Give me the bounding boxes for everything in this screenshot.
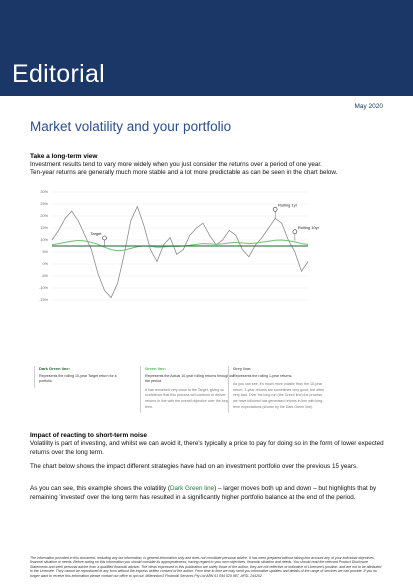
section-heading: Take a long-term view (30, 153, 98, 160)
header-band (0, 0, 413, 96)
date: May 2020 (354, 103, 383, 110)
legend-text: Represents the Actual 10-year rolling re… (145, 373, 235, 384)
text: ) – larger moves both up and down – but … (30, 485, 377, 501)
chart: 30% 25% 20% 15% 10% 5% 0% -5% -10% -15% Target Roll… (39, 190, 320, 302)
legend-box: Green line: Represents the Actual 10-yea… (140, 366, 237, 414)
brand: Editorial (12, 60, 106, 88)
line-series (51, 239, 309, 252)
legend-title: Grey line: (233, 366, 252, 371)
paragraph: Investment results tend to vary more wid… (30, 161, 322, 168)
y-tick-label: -15% (39, 298, 48, 302)
pin (292, 229, 298, 235)
highlight: Dark Green line (170, 485, 215, 492)
paragraph: As you can see, this example shows the v… (30, 484, 385, 502)
legend-box: Dark Green line: Represents the rolling … (34, 366, 131, 388)
y-tick-label: 5% (43, 250, 49, 254)
text: As you can see, this example shows the v… (30, 485, 170, 492)
paragraph: Ten-year returns are generally much more… (30, 169, 338, 176)
legend-text: Represents the rolling 10-year Target re… (39, 373, 117, 384)
section-heading: Impact of reacting to short-term noise (30, 432, 148, 439)
annotation: Rolling 10yr (298, 225, 320, 230)
page-title: Market volatility and your portfolio (30, 119, 232, 134)
legend-text: It has remained very close to the Target… (145, 387, 229, 409)
y-tick-label: 25% (40, 202, 48, 206)
paragraph: Volatility is part of investing, and whi… (30, 440, 384, 456)
y-tick-label: -10% (39, 286, 48, 290)
legend-text: As you can see, it's much more volatile … (233, 382, 325, 409)
y-tick-label: 0% (43, 262, 49, 266)
legend-text: Represents the rolling 1-year returns. (233, 373, 293, 378)
y-tick-label: 30% (40, 190, 48, 194)
pin (102, 235, 107, 241)
legend-title: Dark Green line: (39, 366, 70, 371)
paragraph: The chart below shows the impact differe… (30, 463, 358, 470)
y-tick-label: 15% (40, 226, 48, 230)
disclaimer: The information provided in this documen… (30, 556, 382, 578)
pin (272, 207, 278, 212)
y-tick-label: -5% (41, 274, 48, 278)
annotation: Target (90, 231, 102, 236)
legend-title: Green line: (145, 366, 166, 371)
y-tick-label: 20% (40, 214, 48, 218)
y-tick-label: 10% (40, 238, 48, 242)
line-series (51, 205, 309, 299)
legend-box: Grey line: Represents the rolling 1-year… (228, 366, 325, 414)
annotation: Rolling 1yr (278, 202, 298, 207)
